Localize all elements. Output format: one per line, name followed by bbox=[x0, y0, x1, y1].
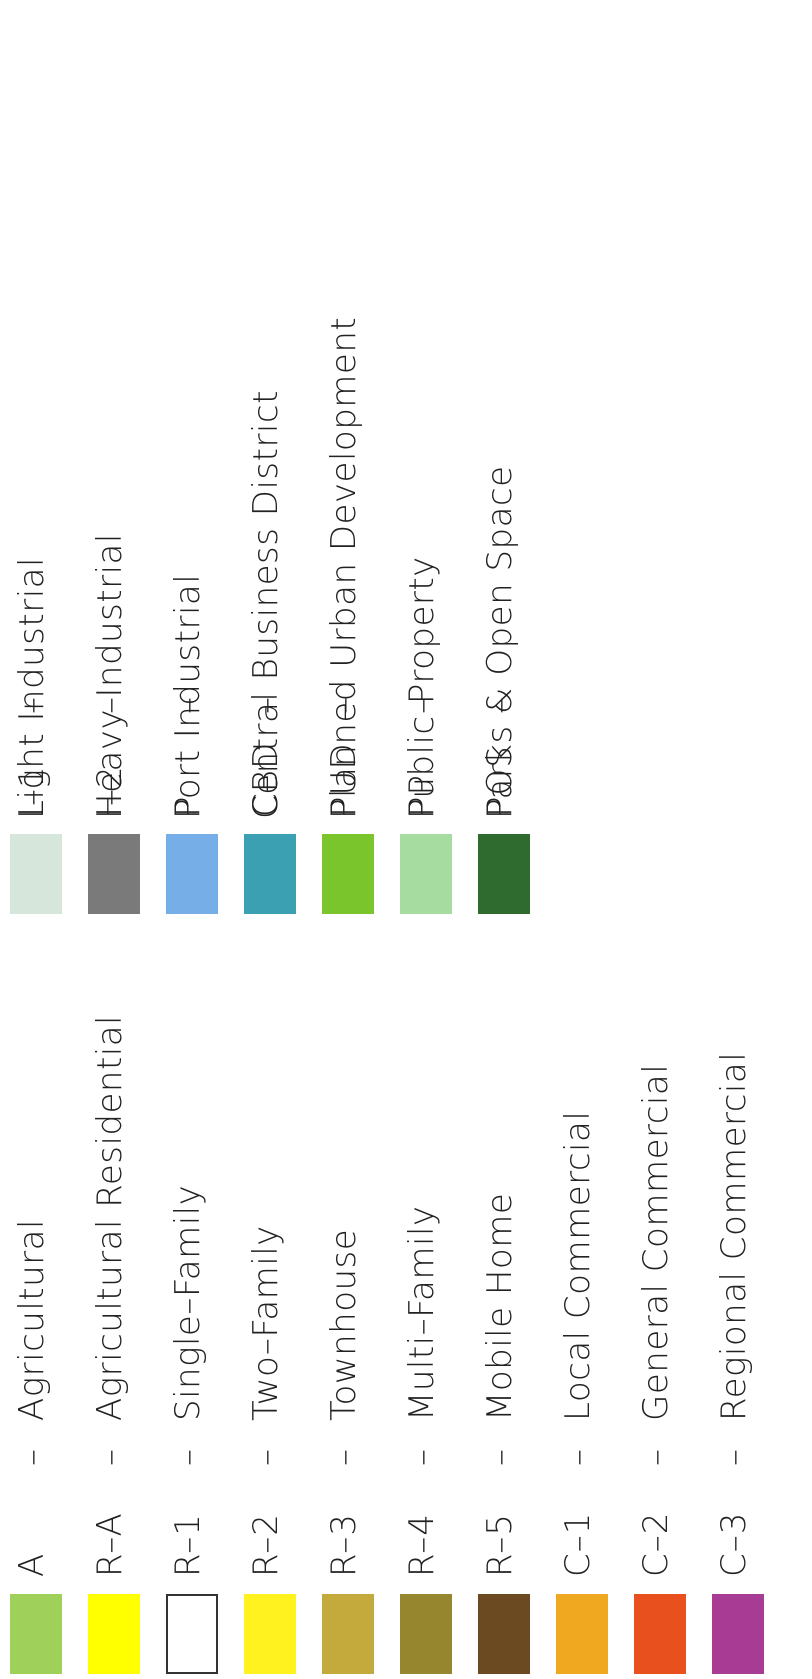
legend-description: Agricultural Residential bbox=[90, 1014, 130, 1421]
legend-description: Agricultural bbox=[12, 1219, 52, 1421]
legend-separator: – bbox=[636, 1449, 676, 1466]
legend-code: R–5 bbox=[480, 1513, 520, 1577]
legend-separator: – bbox=[12, 1449, 52, 1466]
legend-separator: – bbox=[168, 1449, 208, 1466]
legend-swatch bbox=[88, 1594, 140, 1674]
legend-description: Parks & Open Space bbox=[480, 465, 520, 819]
legend-code: A bbox=[12, 1552, 52, 1577]
legend-swatch bbox=[400, 1594, 452, 1674]
legend-description: Regional Commercial bbox=[714, 1051, 754, 1421]
legend-description: Two–Family bbox=[246, 1225, 286, 1421]
legend-swatch bbox=[322, 1594, 374, 1674]
legend-separator: – bbox=[714, 1449, 754, 1466]
legend-code: R–1 bbox=[168, 1513, 208, 1577]
legend-code: C–2 bbox=[636, 1511, 676, 1577]
legend-separator: – bbox=[558, 1449, 598, 1466]
legend-swatch bbox=[634, 1594, 686, 1674]
legend-swatch bbox=[244, 1594, 296, 1674]
legend-description: Mobile Home bbox=[480, 1192, 520, 1421]
legend-code: R–4 bbox=[402, 1513, 442, 1577]
legend-separator: – bbox=[90, 1449, 130, 1466]
legend-swatch bbox=[478, 834, 530, 914]
legend-description: Multi–Family bbox=[402, 1205, 442, 1421]
legend-separator: – bbox=[324, 1449, 364, 1466]
legend-code: C–3 bbox=[714, 1511, 754, 1577]
legend-entry: CBD – Central Business District bbox=[244, 14, 300, 914]
legend-entry: I–1– Light Industrial bbox=[10, 14, 66, 914]
legend-separator: – bbox=[246, 1449, 286, 1466]
legend-code: R–3 bbox=[324, 1513, 364, 1577]
legend-entry: POS – Parks & Open Space bbox=[478, 14, 534, 914]
legend-entry: I–2– Heavy Industrial bbox=[88, 14, 144, 914]
legend-entry: C–1 – Local Commercial bbox=[556, 774, 612, 1674]
legend-description: Public Property bbox=[402, 556, 442, 819]
legend-entry: PP – Public Property bbox=[400, 14, 456, 914]
legend-swatch bbox=[244, 834, 296, 914]
legend-description: Planned Urban Development bbox=[324, 316, 364, 819]
legend-description: Light Industrial bbox=[12, 557, 52, 819]
legend-swatch bbox=[10, 834, 62, 914]
legend-swatch bbox=[166, 834, 218, 914]
legend-separator: – bbox=[480, 1449, 520, 1466]
legend-entry: PUD – Planned Urban Development bbox=[322, 14, 378, 914]
legend-entry: C–2 – General Commercial bbox=[634, 774, 690, 1674]
legend-description: Heavy Industrial bbox=[90, 533, 130, 819]
legend-swatch bbox=[322, 834, 374, 914]
legend-description: General Commercial bbox=[636, 1063, 676, 1421]
legend-description: Central Business District bbox=[246, 390, 286, 819]
legend-description: Local Commercial bbox=[558, 1110, 598, 1421]
legend-swatch bbox=[166, 1594, 218, 1674]
legend-code: R–A bbox=[90, 1512, 130, 1577]
legend-entry: C–3 – Regional Commercial bbox=[712, 774, 768, 1674]
legend-swatch bbox=[10, 1594, 62, 1674]
legend-swatch bbox=[88, 834, 140, 914]
legend-description: Single–Family bbox=[168, 1184, 208, 1421]
legend-description: Port Industrial bbox=[168, 573, 208, 819]
legend-swatch bbox=[712, 1594, 764, 1674]
legend-code: R–2 bbox=[246, 1513, 286, 1577]
legend-description: Townhouse bbox=[324, 1228, 364, 1421]
legend-swatch bbox=[478, 1594, 530, 1674]
legend-separator: – bbox=[402, 1449, 442, 1466]
legend-swatch bbox=[556, 1594, 608, 1674]
legend-code: C–1 bbox=[558, 1511, 598, 1577]
legend-swatch bbox=[400, 834, 452, 914]
legend-entry: P – Port Industrial bbox=[166, 14, 222, 914]
